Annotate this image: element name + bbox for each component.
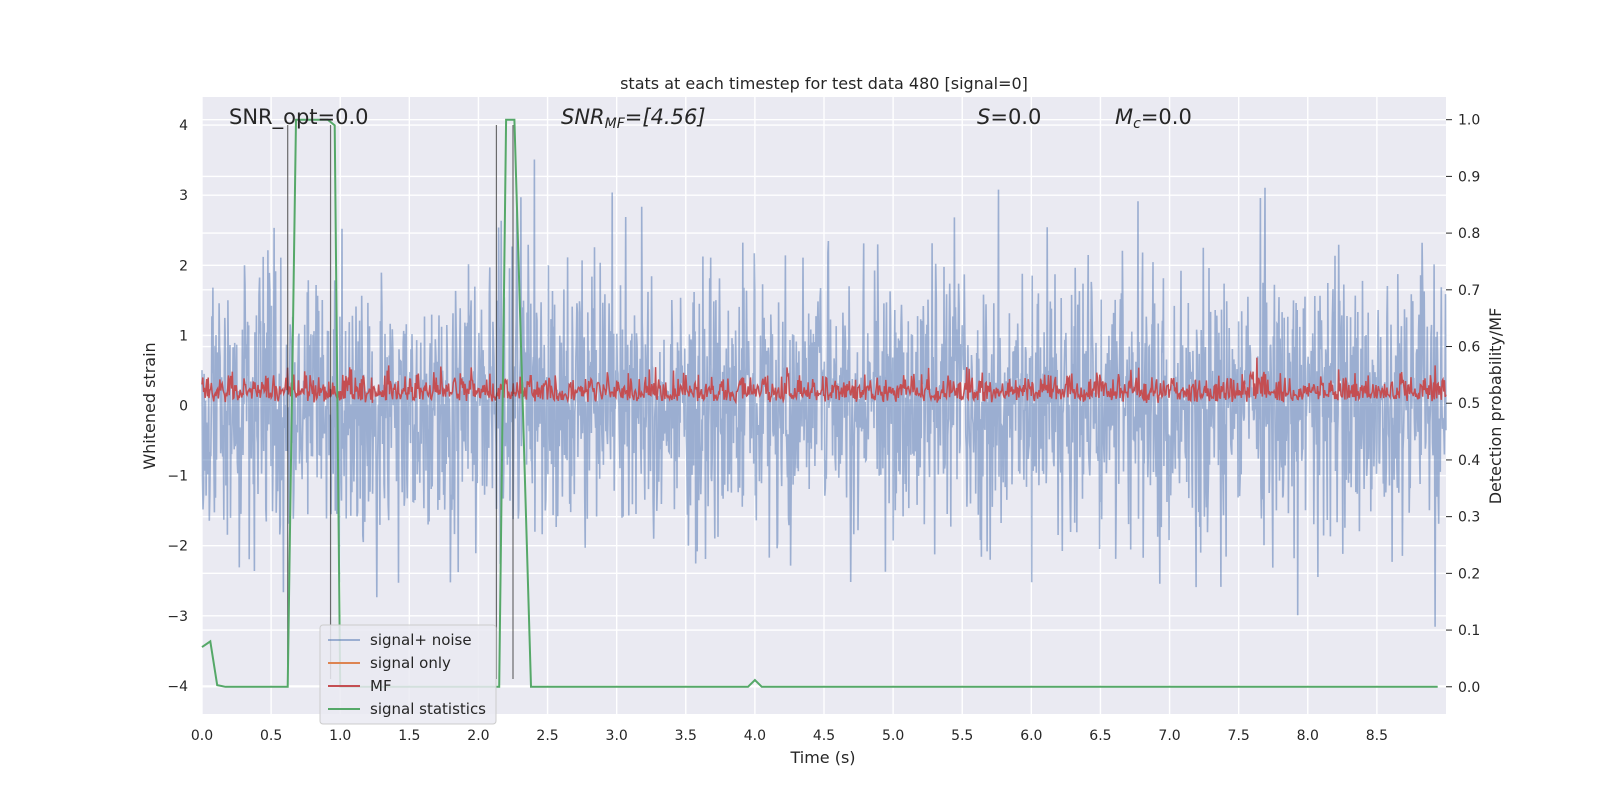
x-tick-label-8: 4.0 xyxy=(744,728,766,744)
y2-tick-label-5: 0.5 xyxy=(1458,396,1480,412)
x-axis-label: Time (s) xyxy=(789,748,855,767)
y2-axis-label: Detection probability/MF xyxy=(1486,308,1505,505)
mc-value: =0.0 xyxy=(1141,105,1192,129)
x-tick-labels: 0.0 0.5 1.0 1.5 2.0 2.5 3.0 3.5 4.0 4.5 5.0 5.5 6.0 6… xyxy=(191,728,1388,744)
x-tick-label-2: 1.0 xyxy=(329,728,351,744)
x-tick-label-13: 6.5 xyxy=(1089,728,1111,744)
legend-label-0: signal+ noise xyxy=(370,631,472,649)
y2-tick-label-0: 1.0 xyxy=(1458,113,1480,129)
x-tick-label-3: 1.5 xyxy=(398,728,420,744)
x-tick-label-5: 2.5 xyxy=(536,728,558,744)
x-tick-label-0: 0.0 xyxy=(191,728,213,744)
y-tick-label-8: −4 xyxy=(167,679,188,695)
x-tick-label-15: 7.5 xyxy=(1228,728,1250,744)
annotation-snr-opt: SNR_opt=0.0 xyxy=(229,105,369,130)
y2-tick-label-10: 0.0 xyxy=(1458,680,1480,696)
y-axis-label: Whitened strain xyxy=(140,342,159,469)
x-tick-label-6: 3.0 xyxy=(606,728,628,744)
series-mf xyxy=(201,357,1447,405)
y-tick-label-7: −3 xyxy=(167,609,188,625)
mc-name: M xyxy=(1115,105,1133,129)
y-tick-label-1: 3 xyxy=(179,188,188,204)
x-tick-label-17: 8.5 xyxy=(1366,728,1388,744)
y2-tick-label-3: 0.7 xyxy=(1458,283,1480,299)
y2-tick-label-1: 0.9 xyxy=(1458,169,1480,185)
mc-subscript: c xyxy=(1133,116,1141,132)
annotation-mc: Mc=0.0 xyxy=(1115,105,1192,132)
y-tick-label-6: −2 xyxy=(167,539,188,555)
annotation-s: S=0.0 xyxy=(977,105,1041,129)
y-tick-label-3: 1 xyxy=(179,328,188,344)
y-tick-label-0: 4 xyxy=(179,118,188,134)
legend: signal+ noise signal only MF signal statist… xyxy=(319,624,497,725)
x-tick-label-7: 3.5 xyxy=(675,728,697,744)
legend-label-1: signal only xyxy=(370,654,451,672)
y2-tick-label-4: 0.6 xyxy=(1458,340,1480,356)
y2-tick-label-6: 0.4 xyxy=(1458,453,1480,469)
snr-mf-subscript: MF xyxy=(605,116,626,132)
mf-line xyxy=(201,357,1447,405)
snr-mf-name: SNR xyxy=(561,105,605,129)
y2-tick-label-2: 0.8 xyxy=(1458,226,1480,242)
x-tick-label-4: 2.0 xyxy=(467,728,489,744)
y2-tick-labels: 1.0 0.9 0.8 0.7 0.6 0.5 0.4 0.3 0.2 0.1 0.0 xyxy=(1446,113,1480,696)
x-tick-label-10: 5.0 xyxy=(882,728,904,744)
s-value: =0.0 xyxy=(990,105,1041,129)
y2-tick-label-9: 0.1 xyxy=(1458,623,1480,639)
x-tick-label-1: 0.5 xyxy=(260,728,282,744)
chart-title: stats at each timestep for test data 480… xyxy=(620,74,1028,93)
x-tick-label-12: 6.0 xyxy=(1020,728,1042,744)
x-tick-label-16: 8.0 xyxy=(1297,728,1319,744)
y-tick-label-4: 0 xyxy=(179,399,188,415)
legend-label-3: signal statistics xyxy=(370,700,486,718)
y-tick-label-2: 2 xyxy=(179,258,188,274)
snr-mf-value: =[4.56] xyxy=(625,105,706,129)
legend-label-2: MF xyxy=(370,677,392,695)
y2-tick-label-8: 0.2 xyxy=(1458,566,1480,582)
y-tick-label-5: −1 xyxy=(167,469,188,485)
y2-tick-label-7: 0.3 xyxy=(1458,510,1480,526)
annotation-snr-mf: SNRMF=[4.56] xyxy=(561,105,706,132)
x-tick-label-9: 4.5 xyxy=(813,728,835,744)
s-name: S xyxy=(977,105,990,129)
x-tick-label-11: 5.5 xyxy=(951,728,973,744)
x-tick-label-14: 7.0 xyxy=(1158,728,1180,744)
vertical-markers xyxy=(287,125,514,679)
legend-box xyxy=(319,624,497,725)
y-tick-labels: 4 3 2 1 0 −1 −2 −3 −4 xyxy=(167,118,188,695)
